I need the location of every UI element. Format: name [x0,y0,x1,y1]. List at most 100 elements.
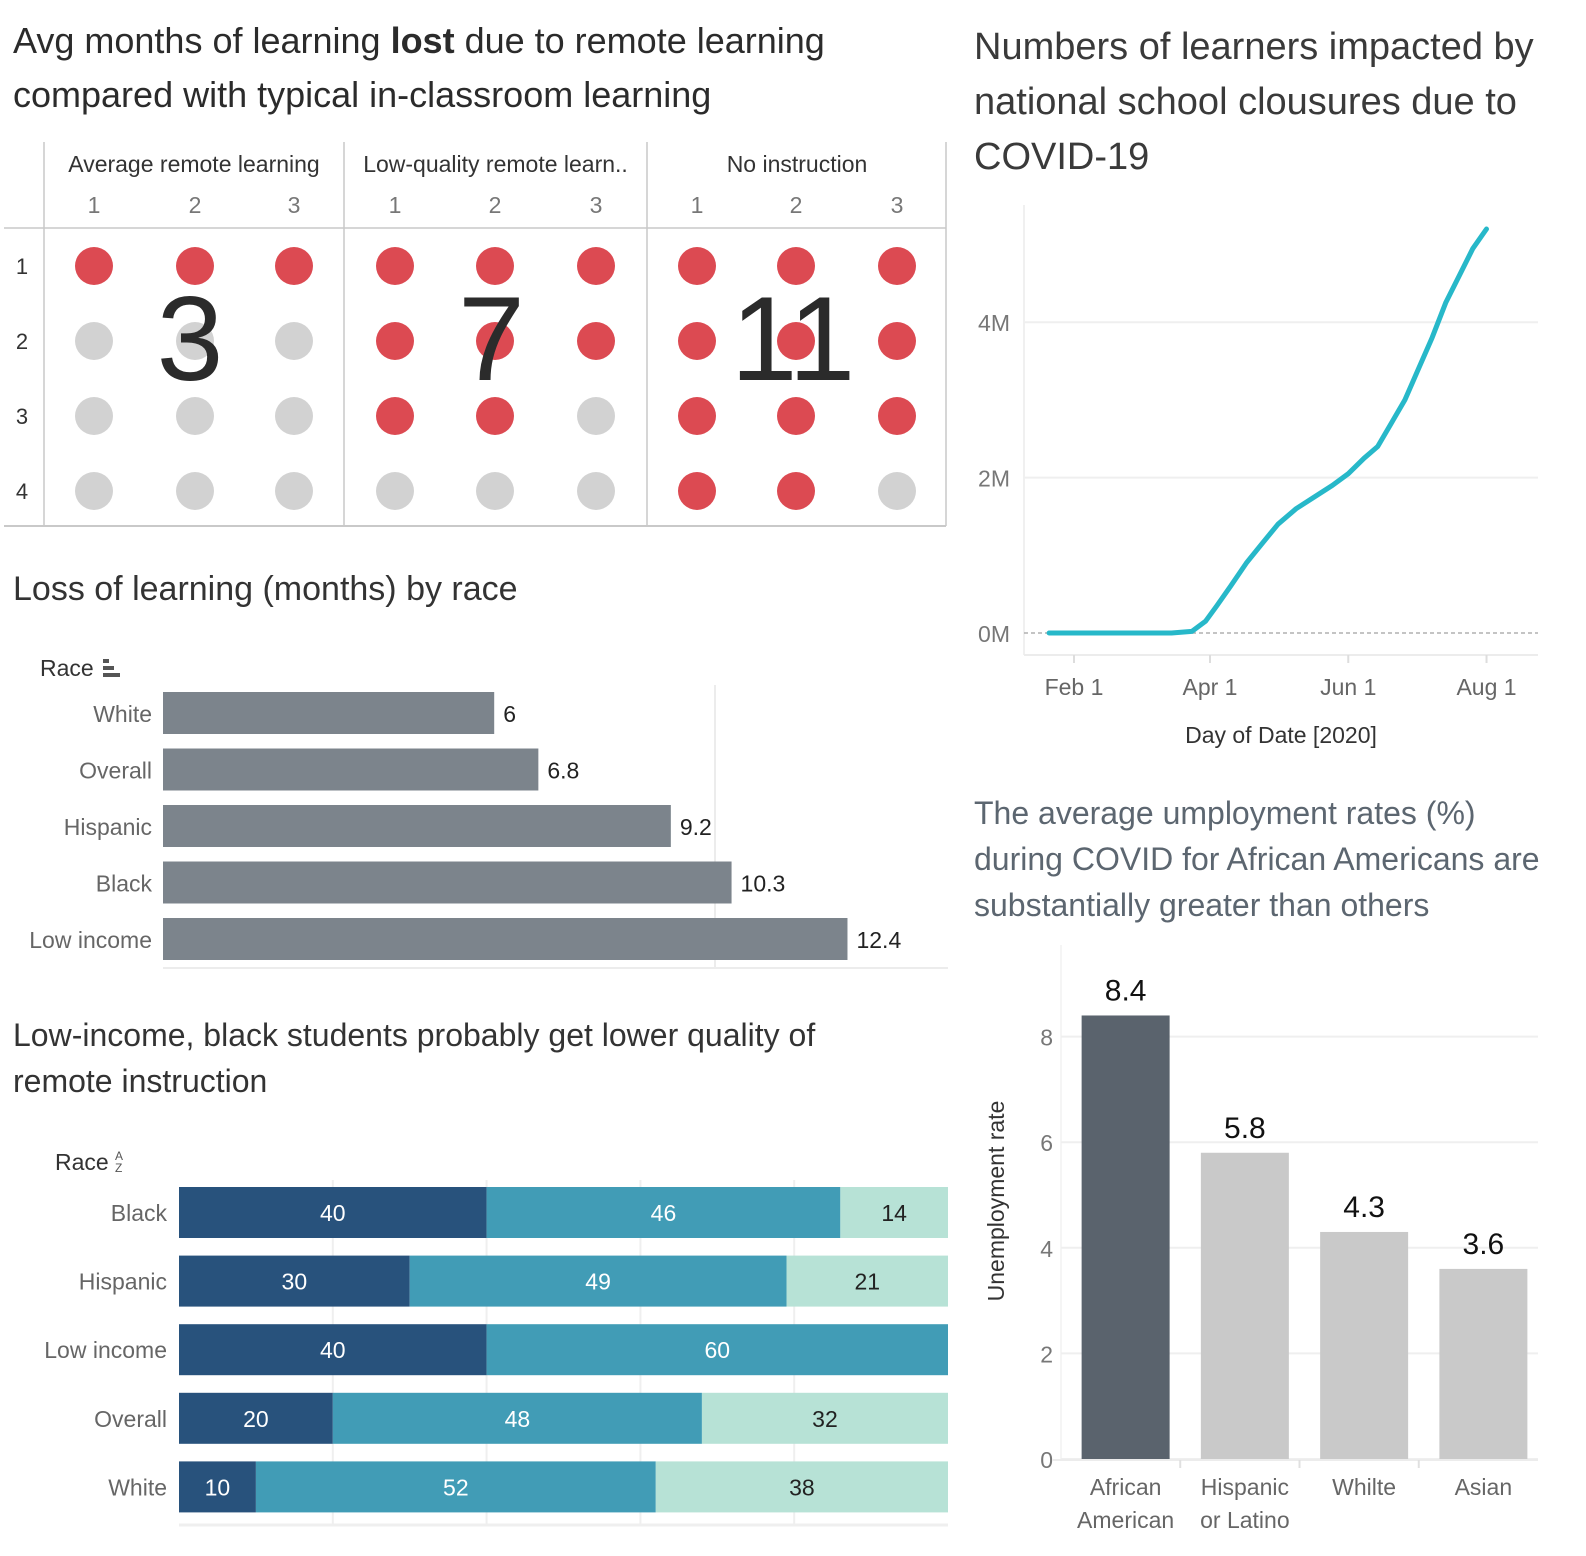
panel-header: Average remote learning [68,151,319,177]
title-part: Avg months of learning [13,20,391,61]
dot [75,397,113,435]
panel-total: 3 [157,272,224,406]
dot [75,472,113,510]
axis-header: Race [40,655,94,681]
dot [176,322,214,360]
learners-series-line [1046,226,1489,636]
dot [878,247,916,285]
dot [678,247,716,285]
dot [275,322,313,360]
bar-segment [486,1324,948,1376]
segment-label: 20 [243,1406,269,1432]
segment-label: 14 [881,1200,907,1226]
bar-segment [486,1187,841,1238]
panel-total: 7 [458,272,525,406]
bar-segment [840,1187,948,1238]
dot [777,247,815,285]
column-label: 1 [691,192,704,218]
category-label: American [1077,1507,1174,1533]
segment-label: 52 [443,1474,469,1500]
column-label: 1 [389,192,402,218]
bar-segment [255,1461,656,1513]
segment-label: 48 [505,1406,531,1432]
row-label: 1 [16,254,28,279]
dot [577,322,615,360]
value-label: 8.4 [1105,974,1147,1007]
dot [376,472,414,510]
y-tick-label: 2 [1040,1341,1053,1367]
value-label: 6 [503,701,516,727]
column-label: 2 [189,192,202,218]
dot [476,397,514,435]
segment-label: 40 [320,1337,346,1363]
bar [163,918,848,960]
dot [376,247,414,285]
dot [176,247,214,285]
learners-line-chart: 0M 2M 4M Feb 1 Apr 1 Jun 1 Aug 1 Day of Date [2… [978,205,1538,748]
bar [1439,1268,1528,1459]
y-tick-label: 0M [978,621,1010,647]
value-label: 4.3 [1343,1191,1385,1224]
dot [176,472,214,510]
category-label: Low income [44,1337,167,1363]
bar [1200,1152,1289,1459]
bar-segment [179,1461,256,1513]
segment-label: 49 [585,1269,611,1295]
unemployment-title: The average umployment rates (%) during … [974,795,1540,923]
category-label: Hispanic [79,1269,167,1295]
y-tick-label: 6 [1040,1130,1053,1156]
dot [878,322,916,360]
y-tick-label: 0 [1040,1447,1053,1473]
category-label: Hispanic [64,814,152,840]
category-label: White [108,1474,167,1500]
value-label: 5.8 [1224,1112,1266,1145]
row-label: 4 [16,479,28,504]
dot [577,397,615,435]
column-label: 3 [590,192,603,218]
category-label: Black [111,1200,168,1226]
category-label: Whilte [1332,1474,1396,1500]
y-tick-label: 4 [1040,1236,1053,1262]
y-tick-label: 8 [1040,1025,1053,1051]
panel-header: Low-quality remote learn.. [363,151,628,177]
bar-segment [179,1255,410,1307]
dot [777,397,815,435]
value-label: 9.2 [680,814,712,840]
dot [878,397,916,435]
x-tick-label: Feb 1 [1045,674,1104,700]
learners-title: Numbers of learners impacted by national… [974,26,1534,178]
y-axis-title: Unemployment rate [983,1101,1009,1302]
dot [176,397,214,435]
category-label: White [93,701,152,727]
category-label: Asian [1455,1474,1513,1500]
category-label: Overall [79,758,152,784]
remote-quality-chart: Race AZ Black 40 46 14 Hispanic 30 49 21 Low incom… [44,1149,948,1527]
bar [163,861,732,904]
value-label: 10.3 [741,871,786,897]
bar-segment [786,1255,948,1307]
x-tick-label: Jun 1 [1320,674,1376,700]
bar-segment [409,1255,787,1307]
value-label: 3.6 [1463,1228,1505,1261]
x-tick-label: Aug 1 [1456,674,1516,700]
column-label: 3 [891,192,904,218]
dot [577,472,615,510]
title-part: due to remote learning compared with typ… [13,20,825,115]
value-label: 12.4 [856,927,901,953]
dot-matrix-title: Avg months of learning lost due to remot… [13,14,943,122]
segment-label: 21 [854,1269,880,1295]
row-label: 2 [16,329,28,354]
bar [163,748,539,791]
remote-quality-title: Low-income, black students probably get … [13,1017,816,1099]
dot [75,247,113,285]
category-label: Hispanic [1201,1474,1289,1500]
segment-label: 38 [789,1474,815,1500]
bar-segment [179,1187,487,1238]
bar [163,692,495,734]
dot [275,247,313,285]
segment-label: 60 [705,1337,731,1363]
category-label: Overall [94,1406,167,1432]
x-tick-label: Apr 1 [1183,674,1238,700]
loss-by-race-title: Loss of learning (months) by race [13,570,518,608]
bar-segment [701,1392,948,1444]
